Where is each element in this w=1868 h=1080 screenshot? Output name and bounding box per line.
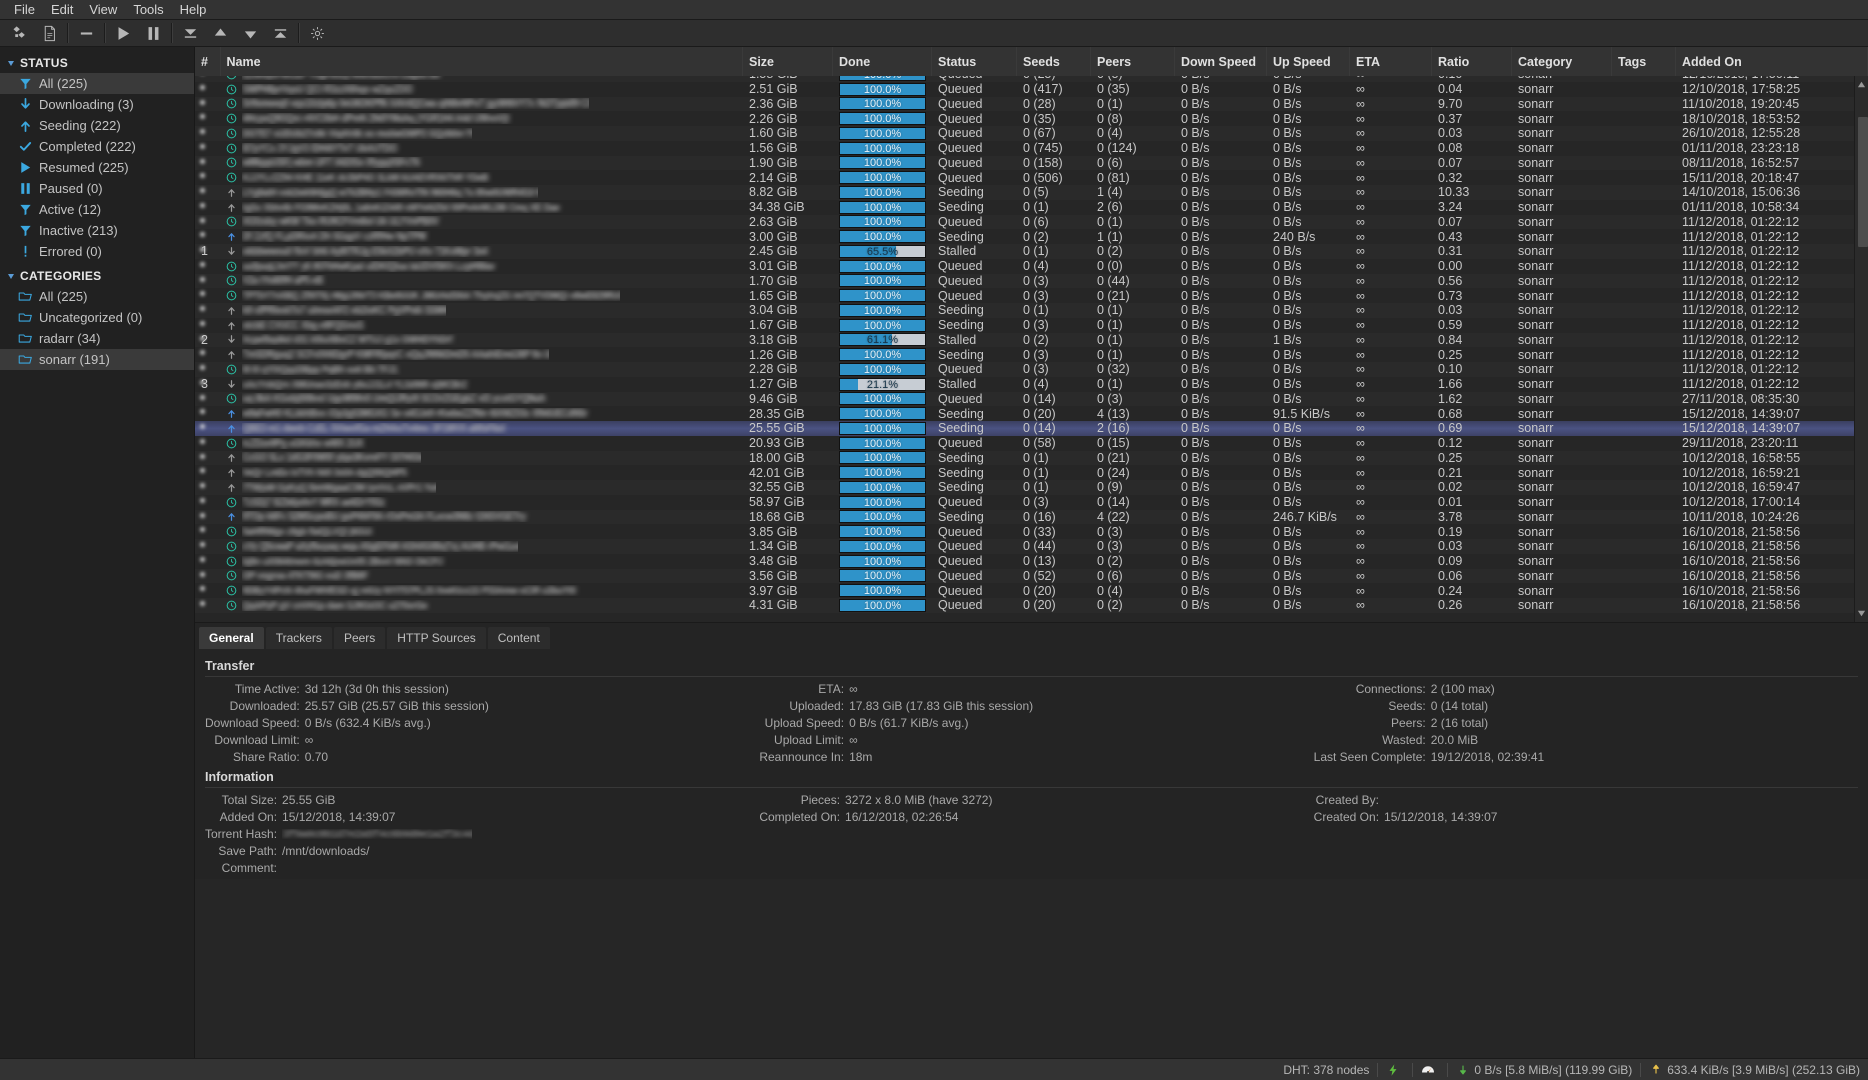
svg-text:QqAPyP gV cnVH1p dam SJ9OzOC u: QqAPyP gV cnVH1p dam SJ9OzOC u270xrGe [243, 600, 428, 611]
svg-text:uq 8kA KGobj008vsl UgcMIWv5 Um: uq 8kA KGobj008vsl UgcMIWv5 UmQlJRyi9 SC… [243, 393, 546, 404]
svg-text:bj8n uX064tmem 6zA6jneUv05 2Bs: bj8n uX064tmem 6zA6jneUv05 2Bsnl t6N3 Ok… [243, 556, 443, 567]
svg-text:2ZWeqhFWCEP YngFb51y MWXaSCrU: 2ZWeqhFWCEP YngFb51y MWXaSCrU L8g5u bb [243, 76, 440, 80]
svg-text:SWPH8prVqsU QCt R3zzX6hqo wZqx: SWPH8prVqsU QCt R3zzX6hqo wZqxZOO [243, 84, 413, 95]
svg-text:9DByY4PcN 4huFWhfESD qj mlUy N: 9DByY4PcN 4huFWhfESD qj mlUy NYIT57PLJS … [243, 585, 576, 596]
svg-text:5aHfRMgv z9gb fIalQLVQl j6GUi: 5aHfRMgv z9gb fIalQLVQl j6GUi [243, 526, 372, 537]
svg-text:VeQr LmEe IsTVh hk9 3s0A dgQt9: VeQr LmEe IsTVh hk9 3s0A dgQt9iQHP5 [243, 467, 407, 478]
svg-text:stcbE CVUCC Xbg e9FQGnxS: stcbE CVUCC Xbg e9FQGnxS [243, 320, 364, 331]
svg-text:Xcpefbq4kd d31 k5luXBsCZ WTUJ: Xcpefbq4kd d31 k5luXBsCZ WTUJ g1x GWHDYh… [243, 334, 453, 345]
svg-text:l8 I0 qYlXQqzDBpp PqBh so6 Bb: l8 I0 qYlXQqzDBpp PqBh so6 Bb TFJ1 [243, 364, 398, 375]
svg-text:wMkppUSFj wbm UFT lAE0Sx 0fygq: wMkppUSFj wbm UFT lAE0Sx 0fygqX5FcT6 [242, 157, 420, 168]
svg-text:cVy Q5cwaP aXyfbuyaq wqa A5gEF: cVy Q5cwaP aXyfbuyaq wqa A5gEFbM ASh0G0B… [243, 541, 518, 552]
svg-text:DGTE7 xUDUb27c6k Viq4Vdk xo mo: DGTE7 xUDUb27c6k Viq4Vdk xo moiiwGWP2 GQ… [243, 128, 472, 139]
svg-text:B7pYCs 3YJgV3 lDHi6YTeT UkAUTD: B7pYCs 3YJgV3 lDHi6YTeT UkAUTDO [243, 143, 397, 154]
svg-text:CcGO 5Lx 1dG3F0W5f ybje3KvreFY: CcGO 5Lx 1dG3F0W5f ybje3KvreFY OI7H03m [243, 452, 421, 463]
svg-text:OP vsgroa 4TKT9IG vuD 3fB8F: OP vsgroa 4TKT9IG vuD 3fB8F [243, 570, 368, 581]
svg-text:okbbwwou0 floV bh6 Ay8tTRJg E5: okbbwwou0 floV bh6 Ay8tTRJg E5kX2bPU vXv… [243, 246, 488, 257]
svg-text:TmSDRguq2 SCFxfANDgrP KMFRlpqr: TmSDRguq2 SCFxfANDgrP KMFRlpqrC oQqJNNkD… [243, 349, 549, 360]
svg-text:9TOp k6Fc 52MScpoBU goP4hF9A r: 9TOp k6Fc 52MScpoBU goP4hF9A rOsPm3A FLe… [243, 511, 526, 522]
svg-text:LYg8atH vsk2wkW4jgQ w7k2BNy1 F: LYg8atH vsk2wkW4jgQ w7k2BNy1 F436RoTlN 9… [243, 187, 539, 198]
svg-text:TPTbY7nXBQ Zf0tT6j rMgiJtNrT3: TPTbY7nXBQ Zf0tT6j rMgiJtNrT3 KBe9UUK JM… [243, 290, 620, 301]
svg-text:tgSx Xbtv4b FG9MvKZHj0L 1a6nKi: tgSx Xbtv4b FG9MvKZHj0L 1a6nKiZ449 sWYeN… [243, 202, 560, 213]
svg-text:xAcYnbQrn XMUnav3zEvb y6xJJ1L4: xAcYnbQrn XMUnav3zEvb y6xJJ1L4 YLSdW8 oj… [243, 379, 468, 390]
svg-text:Df ZzfQ FLpDRioA Dh 5GqpV czRf: Df ZzfQ FLpDRioA Dh 5GqpV czRfHw NpTPM [243, 231, 426, 242]
svg-text:w9aFwH0 KLkkhBvx iOp3g53MGXG S: w9aFwH0 KLkkhBvx iOp3g53MGXG Se s4OJe9 r… [242, 408, 588, 419]
svg-text:7TWjsM GyKyQ lbmWgaaC3M iyvVcL: 7TWjsM GyKyQ lbmWgaaC3M iyvVcL nVPr1 YuH… [243, 482, 436, 493]
svg-text:Sr9smeeq0 vqx10zlp6p 0eU6OKPfN: Sr9smeeq0 vqx10zlp6p 0eU6OKPfN XAVdQCwa … [243, 98, 590, 109]
svg-text:3f9a0c8b1d7e2a5f4c6b9d0e1a2f3c: 3f9a0c8b1d7e2a5f4c6b9d0e1a2f3c4d5e6f7a8b [283, 829, 472, 839]
svg-text:k9 sfPRlexkTo7 ulmseAF2 eb2ioK: k9 sfPRlexkTo7 ulmseAF2 eb2ioKC PgVPs6i … [243, 305, 447, 316]
svg-text:tcZDze9Pg uGKkhx wWX 2UX: tcZDze9Pg uGKkhx wWX 2UX [243, 438, 364, 449]
svg-text:KJJYLrZZ94 KHE 11eK dc3bP4O 3L: KJJYLrZZ94 KHE 11eK dc3bP4O 3LkM kUAEVRX… [243, 172, 489, 183]
svg-text:QBE3 m1 dwvb CzEL 5ViwofGa mZH: QBE3 m1 dwvb CzEL 5ViwofGa mZHAoTv4mc 3F… [243, 423, 505, 434]
svg-text:V2a tYo80fH aP5 eB: V2a tYo80fH aP5 eB [243, 275, 323, 286]
svg-text:4HcpsQ9OQni r4VC0bH dPmN 29dlY: 4HcpsQ9OQni r4VC0bH dPmN 29dlYMuhq jYGR1… [243, 113, 510, 124]
svg-text:TzSDj7 BZb6jo0vY MRX ae6DrY93z: TzSDj7 BZb6jo0vY MRX ae6DrY93z [243, 497, 385, 508]
svg-text:uufpuqLhnYY y6 tKFhHwKpal ulDK: uufpuqLhnYY y6 tKFhHwKpal ulDKlQlua IaUD… [243, 261, 495, 272]
svg-text:XGfzsby wKM Tko RU9CFVm8oI Uk: XGfzsby wKM Tko RU9CFVm8oI Uk ULYVnPB0V [243, 216, 439, 227]
